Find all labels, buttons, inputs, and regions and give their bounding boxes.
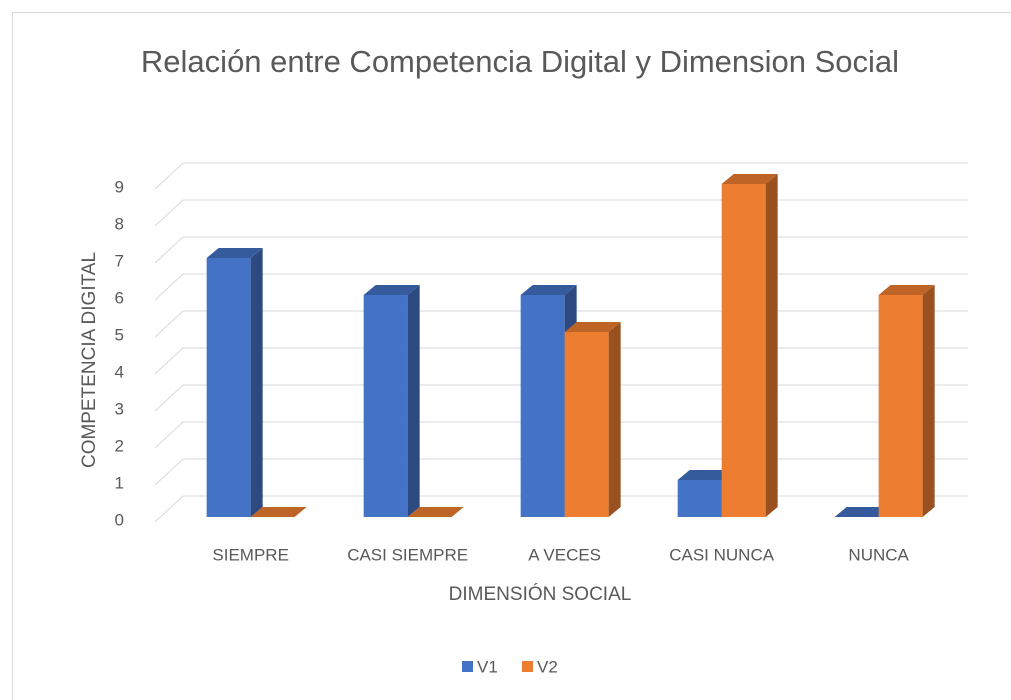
grid-line xyxy=(154,162,968,190)
legend-swatch xyxy=(522,661,533,672)
legend-label: V1 xyxy=(477,657,498,676)
grid-line xyxy=(154,347,968,375)
grid-line xyxy=(154,199,968,227)
bar xyxy=(363,285,420,517)
y-axis-label: COMPETENCIA DIGITAL xyxy=(79,252,100,468)
y-tick-label: 1 xyxy=(115,473,124,492)
bar-top xyxy=(721,174,778,184)
bar-side xyxy=(922,285,935,517)
bar xyxy=(834,507,891,517)
bar-top xyxy=(407,507,464,517)
legend-swatch xyxy=(462,661,473,672)
bar-side xyxy=(765,174,778,517)
bar-front xyxy=(206,258,251,517)
bar-top xyxy=(878,285,935,295)
chart-title: Relación entre Competencia Digital y Dim… xyxy=(140,44,900,79)
bar-top xyxy=(677,470,734,480)
x-tick-label: NUNCA xyxy=(848,545,909,564)
bar-top xyxy=(250,507,307,517)
bar xyxy=(250,507,307,517)
x-tick-label: CASI NUNCA xyxy=(669,545,775,564)
grid-line xyxy=(154,421,968,449)
y-tick-label: 8 xyxy=(115,214,124,233)
grid-line xyxy=(154,458,968,486)
x-tick-label: A VECES xyxy=(528,545,601,564)
chart-border xyxy=(12,12,1011,700)
bar-top xyxy=(834,507,891,517)
bar-side xyxy=(250,248,263,517)
y-tick-label: 7 xyxy=(115,251,124,270)
y-tick-label: 9 xyxy=(115,177,124,196)
bar-front xyxy=(721,184,766,517)
grid-line xyxy=(154,384,968,412)
bar-side xyxy=(407,285,420,517)
bar xyxy=(564,322,621,517)
bar-top xyxy=(206,248,263,258)
bar-top xyxy=(363,285,420,295)
bar-front xyxy=(878,295,923,517)
grid-line xyxy=(154,273,968,301)
y-tick-label: 0 xyxy=(115,510,124,529)
bar xyxy=(878,285,935,517)
bar xyxy=(407,507,464,517)
bar-top xyxy=(520,285,577,295)
y-tick-label: 2 xyxy=(115,436,124,455)
bar-front xyxy=(363,295,408,517)
bar xyxy=(206,248,263,517)
y-tick-label: 5 xyxy=(115,325,124,344)
grid-line xyxy=(154,236,968,264)
y-tick-label: 4 xyxy=(115,362,124,381)
bar-front xyxy=(520,295,565,517)
bar-top xyxy=(564,322,621,332)
bar xyxy=(721,174,778,517)
y-tick-label: 6 xyxy=(115,288,124,307)
x-axis-label: DIMENSIÓN SOCIAL xyxy=(449,583,632,605)
grid-line xyxy=(154,310,968,338)
bar-side xyxy=(608,322,621,517)
x-tick-label: CASI SIEMPRE xyxy=(347,545,468,564)
x-tick-label: SIEMPRE xyxy=(212,545,289,564)
legend-label: V2 xyxy=(537,657,558,676)
y-tick-label: 3 xyxy=(115,399,124,418)
bar-front xyxy=(677,480,722,517)
bar-front xyxy=(564,332,609,517)
